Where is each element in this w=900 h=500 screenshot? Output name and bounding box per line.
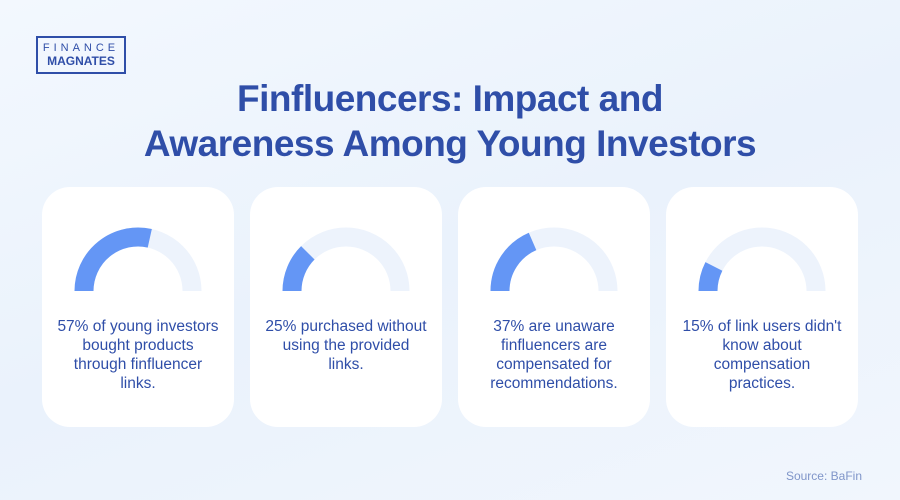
- stat-card: 15% of link users didn't know about comp…: [666, 187, 858, 427]
- gauge-fill: [74, 227, 152, 292]
- page-title: Finfluencers: Impact and Awareness Among…: [0, 76, 900, 166]
- gauge-fill: [698, 262, 723, 292]
- gauge: [74, 227, 202, 292]
- gauge: [698, 227, 826, 292]
- source-note: Source: BaFin: [785, 469, 862, 483]
- title-line1: Finfluencers: Impact and: [237, 78, 663, 119]
- finance-magnates-logo: FINANCE MAGNATES: [36, 36, 126, 74]
- stat-card: 37% are unaware finfluencers are compens…: [458, 187, 650, 427]
- gauge-fill: [490, 232, 537, 292]
- gauge: [490, 227, 618, 292]
- stat-text: 57% of young investors bought products t…: [57, 318, 219, 392]
- logo-line2: MAGNATES: [47, 54, 115, 68]
- gauge: [282, 227, 410, 292]
- title-line2: Awareness Among Young Investors: [143, 123, 757, 164]
- stat-text: 37% are unaware finfluencers are compens…: [490, 318, 618, 392]
- stat-card: 57% of young investors bought products t…: [42, 187, 234, 427]
- stat-text: 25% purchased without using the provided…: [265, 318, 427, 373]
- logo-line1: FINANCE: [42, 42, 120, 54]
- gauge-fill: [282, 246, 315, 292]
- stat-text: 15% of link users didn't know about comp…: [682, 318, 842, 392]
- gauge-track: [698, 227, 826, 292]
- stat-card: 25% purchased without using the provided…: [250, 187, 442, 427]
